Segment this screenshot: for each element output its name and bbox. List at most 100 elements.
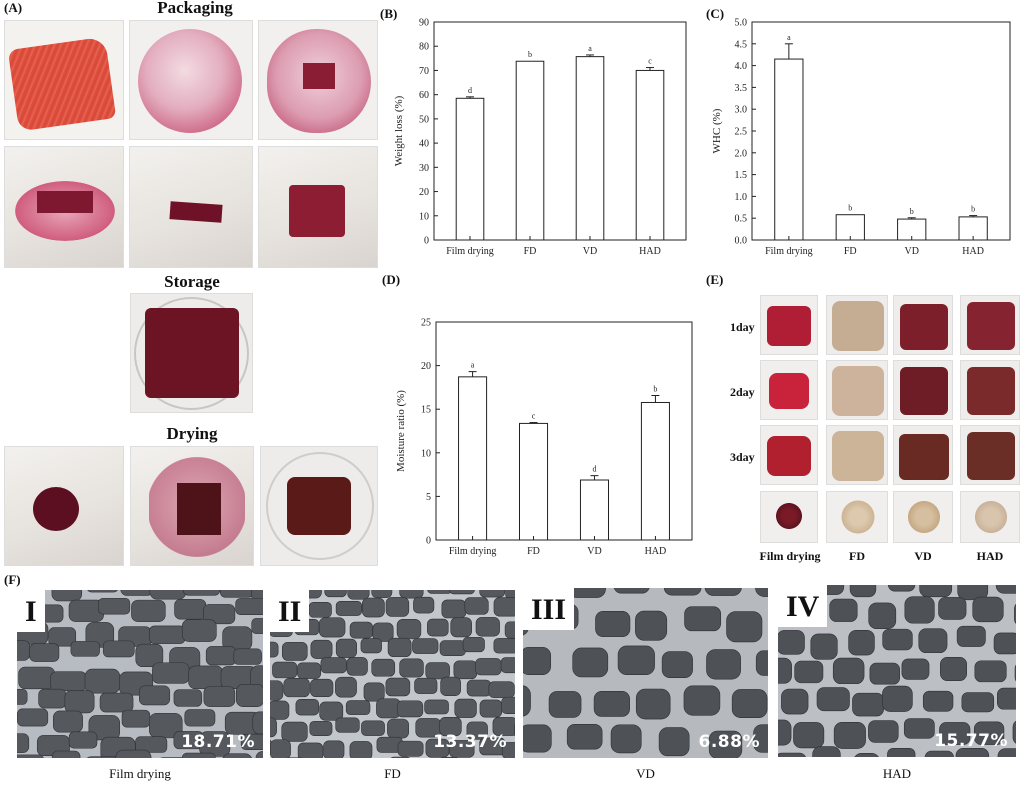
muscle-fiber: [18, 666, 55, 690]
muscle-fiber: [955, 748, 990, 757]
micrograph-numeral: II: [270, 590, 310, 632]
muscle-fiber: [399, 658, 424, 678]
muscle-fiber: [53, 710, 83, 733]
muscle-fiber: [939, 722, 971, 745]
muscle-fiber: [390, 756, 410, 758]
muscle-fiber: [492, 717, 515, 736]
muscle-fiber: [70, 641, 100, 657]
significance-letter: d: [468, 86, 472, 95]
muscle-fiber: [251, 618, 263, 634]
sample-3day-fd: [826, 425, 888, 485]
muscle-fiber: [121, 709, 151, 728]
micrograph-numeral: III: [523, 588, 575, 630]
y-tick-label: 1.0: [735, 192, 748, 203]
plot-frame: [435, 321, 693, 541]
y-tick-label: 5: [426, 492, 431, 503]
significance-letter: c: [532, 412, 536, 421]
x-tick-label: HAD: [645, 546, 667, 557]
muscle-fiber: [957, 585, 989, 601]
muscle-fiber: [993, 632, 1016, 655]
muscle-fiber: [595, 610, 631, 638]
muscle-fiber: [349, 741, 373, 758]
bar: [635, 69, 665, 241]
x-tick-label: Film drying: [446, 246, 494, 257]
muscle-fiber: [755, 650, 768, 676]
muscle-fiber: [961, 692, 995, 713]
muscle-fiber: [203, 604, 236, 625]
plot-frame: [433, 21, 687, 241]
muscle-fiber: [613, 588, 650, 594]
y-tick-label: 0: [426, 536, 431, 547]
y-tick-label: 2.0: [735, 148, 748, 159]
bar: [455, 97, 485, 241]
col-label-fd: FD: [849, 549, 865, 563]
muscle-fiber: [270, 680, 284, 701]
muscle-fiber: [427, 590, 453, 594]
muscle-fiber: [832, 657, 865, 685]
muscle-fiber: [617, 645, 655, 675]
muscle-fiber: [372, 622, 394, 642]
muscle-fiber: [972, 596, 1004, 623]
drying-title: Drying: [166, 424, 218, 443]
muscle-fiber: [427, 618, 449, 637]
muscle-fiber: [466, 721, 488, 740]
muscle-fiber: [17, 640, 31, 661]
muscle-fiber: [318, 617, 346, 638]
muscle-fiber: [203, 686, 236, 707]
muscle-fiber: [68, 731, 98, 749]
y-tick-label: 0: [424, 236, 429, 247]
muscle-fiber: [1014, 664, 1016, 682]
muscle-fiber: [781, 688, 809, 715]
muscle-fiber: [778, 719, 792, 746]
muscle-fiber: [997, 687, 1016, 710]
muscle-fiber: [309, 720, 333, 736]
muscle-fiber: [173, 689, 203, 707]
muscle-fiber: [115, 749, 152, 758]
y-tick-label: 0.0: [735, 236, 748, 247]
muscle-fiber: [635, 688, 671, 720]
significance-letter: b: [653, 385, 657, 394]
muscle-fiber: [997, 748, 1016, 757]
muscle-fiber: [38, 688, 67, 709]
muscle-fiber: [387, 637, 412, 658]
muscle-fiber: [425, 738, 450, 758]
panel-label-b: (B): [380, 6, 398, 21]
muscle-fiber: [868, 602, 897, 629]
muscle-fiber: [658, 727, 690, 757]
muscle-fiber: [17, 754, 44, 758]
muscle-fiber: [361, 720, 385, 736]
muscle-fiber: [320, 657, 347, 674]
muscle-fiber: [240, 733, 263, 750]
muscle-fiber: [464, 597, 489, 615]
muscle-fiber: [755, 588, 768, 597]
muscle-fiber: [501, 696, 515, 714]
muscle-fiber: [270, 700, 290, 720]
micrograph-fd: II 13.37%: [270, 590, 515, 758]
muscle-fiber: [152, 662, 190, 684]
muscle-fiber: [778, 657, 792, 684]
muscle-fiber: [51, 750, 81, 758]
muscle-fiber: [346, 657, 368, 676]
muscle-fiber: [974, 660, 1007, 683]
muscle-fiber: [181, 619, 217, 642]
muscle-fiber: [493, 638, 515, 654]
muscle-fiber: [441, 599, 467, 619]
x-tick-label: HAD: [962, 246, 984, 257]
muscle-fiber: [466, 679, 492, 697]
muscle-fiber: [778, 630, 805, 655]
muscle-fiber: [181, 752, 216, 758]
row-label-3day: 3day: [730, 450, 755, 464]
panel-label-a: (A): [4, 0, 23, 15]
muscle-fiber: [794, 660, 824, 684]
muscle-fiber: [99, 692, 134, 713]
muscle-fiber: [17, 708, 49, 727]
muscle-fiber: [188, 665, 224, 690]
x-tick-label: FD: [527, 546, 540, 557]
muscle-fiber: [149, 590, 187, 600]
y-tick-label: 0.5: [735, 214, 748, 225]
muscle-fiber: [704, 588, 742, 596]
micrograph-numeral: I: [17, 590, 45, 632]
micrograph-had: IV 15.77%: [778, 585, 1016, 757]
muscle-fiber: [610, 724, 642, 754]
muscle-fiber: [901, 658, 930, 680]
